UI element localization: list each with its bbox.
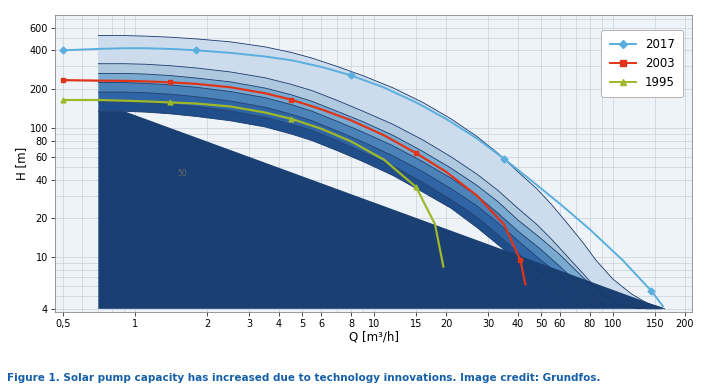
Text: 50: 50	[178, 169, 187, 177]
Legend: 2017, 2003, 1995: 2017, 2003, 1995	[601, 30, 683, 97]
Polygon shape	[99, 83, 608, 308]
Polygon shape	[99, 111, 665, 309]
Text: Figure 1. Solar pump capacity has increased due to technology innovations. Image: Figure 1. Solar pump capacity has increa…	[7, 373, 601, 383]
Polygon shape	[99, 35, 662, 309]
Polygon shape	[99, 92, 596, 308]
Y-axis label: H [m]: H [m]	[15, 147, 28, 180]
Polygon shape	[99, 64, 640, 309]
Polygon shape	[99, 74, 623, 308]
X-axis label: Q [m³/h]: Q [m³/h]	[349, 330, 398, 343]
Polygon shape	[99, 102, 579, 306]
